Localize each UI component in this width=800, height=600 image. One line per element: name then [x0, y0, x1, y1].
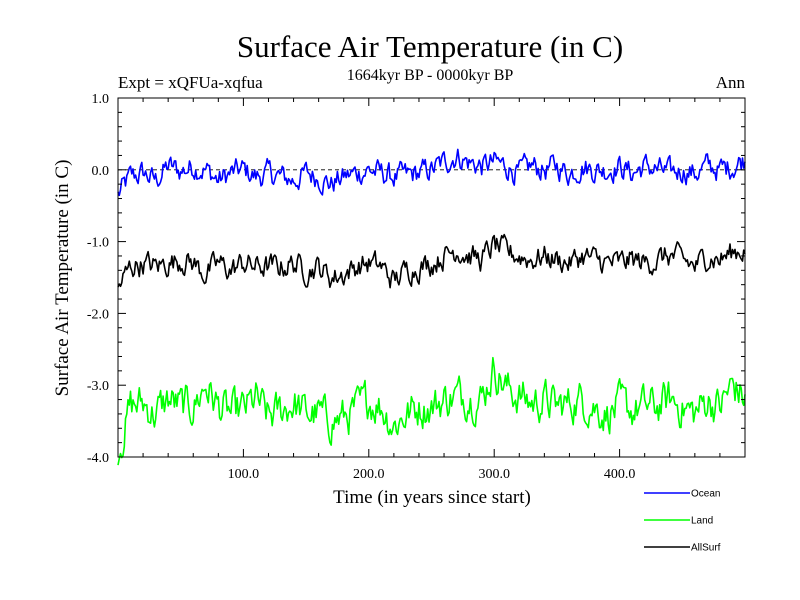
chart-title: Surface Air Temperature (in C): [237, 29, 623, 64]
legend: Ocean Land AllSurf: [644, 489, 721, 554]
x-tick-label: 400.0: [604, 467, 636, 482]
legend-label-land: Land: [691, 516, 713, 527]
x-tick-label: 300.0: [478, 467, 510, 482]
plot-area: 100.0 200.0 300.0 400.0 1.0 0.0 -1.0 -2.0 -3.0 -4…: [87, 92, 746, 482]
chart-subtitle: 1664kyr BP - 0000kyr BP: [347, 67, 514, 84]
x-tick-label: 200.0: [353, 467, 385, 482]
x-axis-label: Time (in years since start): [333, 487, 531, 508]
plot-frame: [117, 97, 746, 458]
y-tick-label: 0.0: [92, 164, 110, 179]
y-tick-label: 1.0: [92, 92, 110, 107]
x-tick-label: 100.0: [228, 467, 260, 482]
y-axis-label: Surface Air Temperature (in C): [52, 160, 73, 397]
series-line-ocean: [117, 148, 746, 197]
legend-label-allsurf: AllSurf: [691, 543, 721, 554]
series-line-allsurf: [117, 233, 746, 289]
y-tick-label: -4.0: [87, 451, 109, 466]
y-tick-label: -2.0: [87, 307, 109, 322]
y-tick-label: -3.0: [87, 379, 109, 394]
series-line-land: [117, 356, 746, 466]
experiment-label: Expt = xQFUa-xqfua: [118, 73, 263, 92]
legend-label-ocean: Ocean: [691, 489, 720, 500]
y-tick-label: -1.0: [87, 236, 109, 251]
season-label: Ann: [716, 73, 746, 92]
